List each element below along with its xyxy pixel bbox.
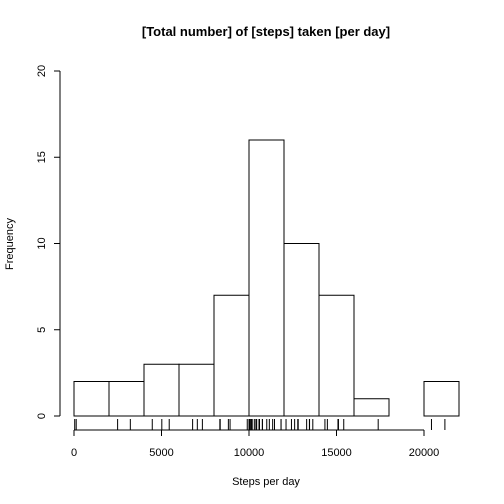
y-tick-label: 20	[36, 65, 48, 77]
histogram-bar	[178, 363, 215, 417]
y-tick-label: 5	[36, 327, 48, 333]
x-tick-label: 15000	[321, 447, 352, 459]
x-axis-label: Steps per day	[232, 476, 300, 488]
x-tick-label: 10000	[234, 447, 265, 459]
y-tick-label: 10	[36, 237, 48, 249]
rug-group	[74, 419, 446, 430]
y-axis: 0 5 10 15 20	[36, 65, 61, 419]
histogram-bar	[283, 243, 320, 417]
chart-title: [Total number] of [steps] taken [per day…	[142, 24, 390, 39]
histogram-bar	[143, 363, 180, 417]
y-tick-label: 0	[36, 413, 48, 419]
histogram-bar	[248, 139, 285, 417]
bars-group	[73, 139, 460, 417]
histogram-bar	[108, 381, 145, 417]
histogram-bar	[318, 294, 355, 417]
y-axis-label: Frequency	[4, 218, 16, 270]
histogram-bar	[353, 398, 390, 417]
x-tick-label: 5000	[149, 447, 173, 459]
histogram-bar	[213, 294, 250, 417]
x-tick-label: 20000	[409, 447, 440, 459]
histogram-bar	[73, 381, 110, 417]
y-tick-label: 15	[36, 151, 48, 163]
x-axis: 0 5000 10000 15000 20000	[71, 429, 440, 459]
histogram-bar	[423, 381, 460, 417]
x-tick-label: 0	[71, 447, 77, 459]
